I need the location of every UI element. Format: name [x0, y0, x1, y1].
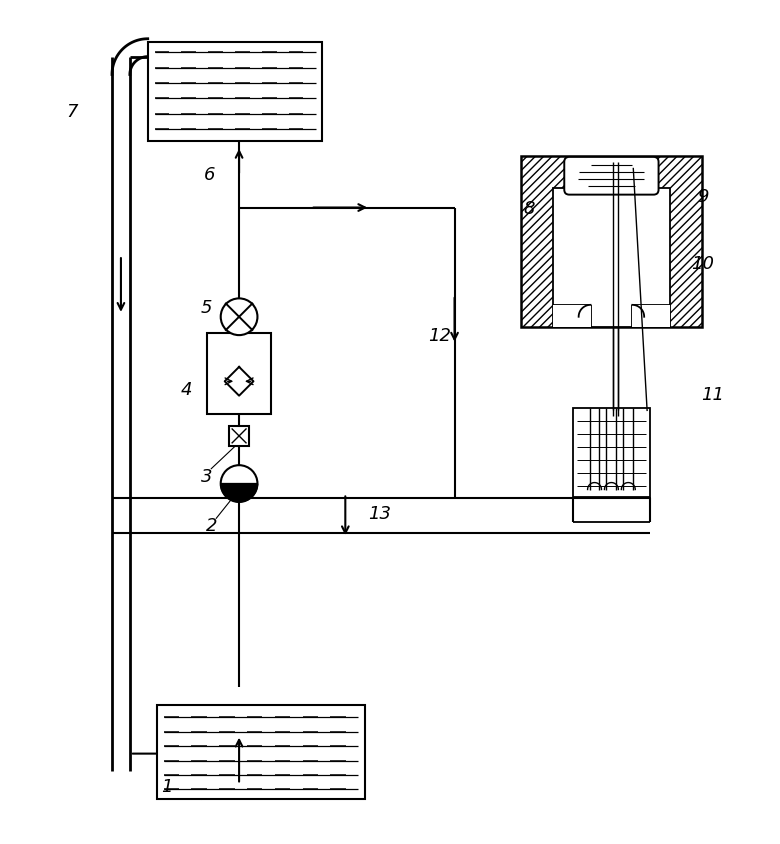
- Text: 8: 8: [523, 199, 535, 217]
- Bar: [229, 426, 249, 446]
- Text: 3: 3: [200, 467, 212, 485]
- Text: 9: 9: [697, 187, 708, 205]
- Polygon shape: [221, 484, 257, 502]
- Text: 13: 13: [369, 505, 392, 522]
- Bar: [553, 188, 670, 327]
- Bar: [147, 43, 322, 142]
- Bar: [553, 306, 590, 327]
- Text: 4: 4: [181, 381, 192, 398]
- Bar: [521, 157, 702, 327]
- Bar: [157, 705, 365, 799]
- Text: 1: 1: [161, 777, 172, 795]
- Text: 7: 7: [66, 103, 78, 121]
- Text: 10: 10: [691, 255, 714, 273]
- Text: 11: 11: [701, 386, 724, 403]
- Text: 6: 6: [204, 165, 215, 183]
- Circle shape: [221, 299, 257, 336]
- Circle shape: [221, 466, 257, 502]
- Text: 5: 5: [200, 299, 212, 316]
- FancyBboxPatch shape: [564, 158, 658, 196]
- Bar: [633, 306, 670, 327]
- Bar: [207, 333, 271, 414]
- Bar: [521, 157, 702, 327]
- Text: 2: 2: [206, 517, 217, 534]
- Bar: [573, 408, 651, 498]
- Text: 12: 12: [428, 327, 451, 344]
